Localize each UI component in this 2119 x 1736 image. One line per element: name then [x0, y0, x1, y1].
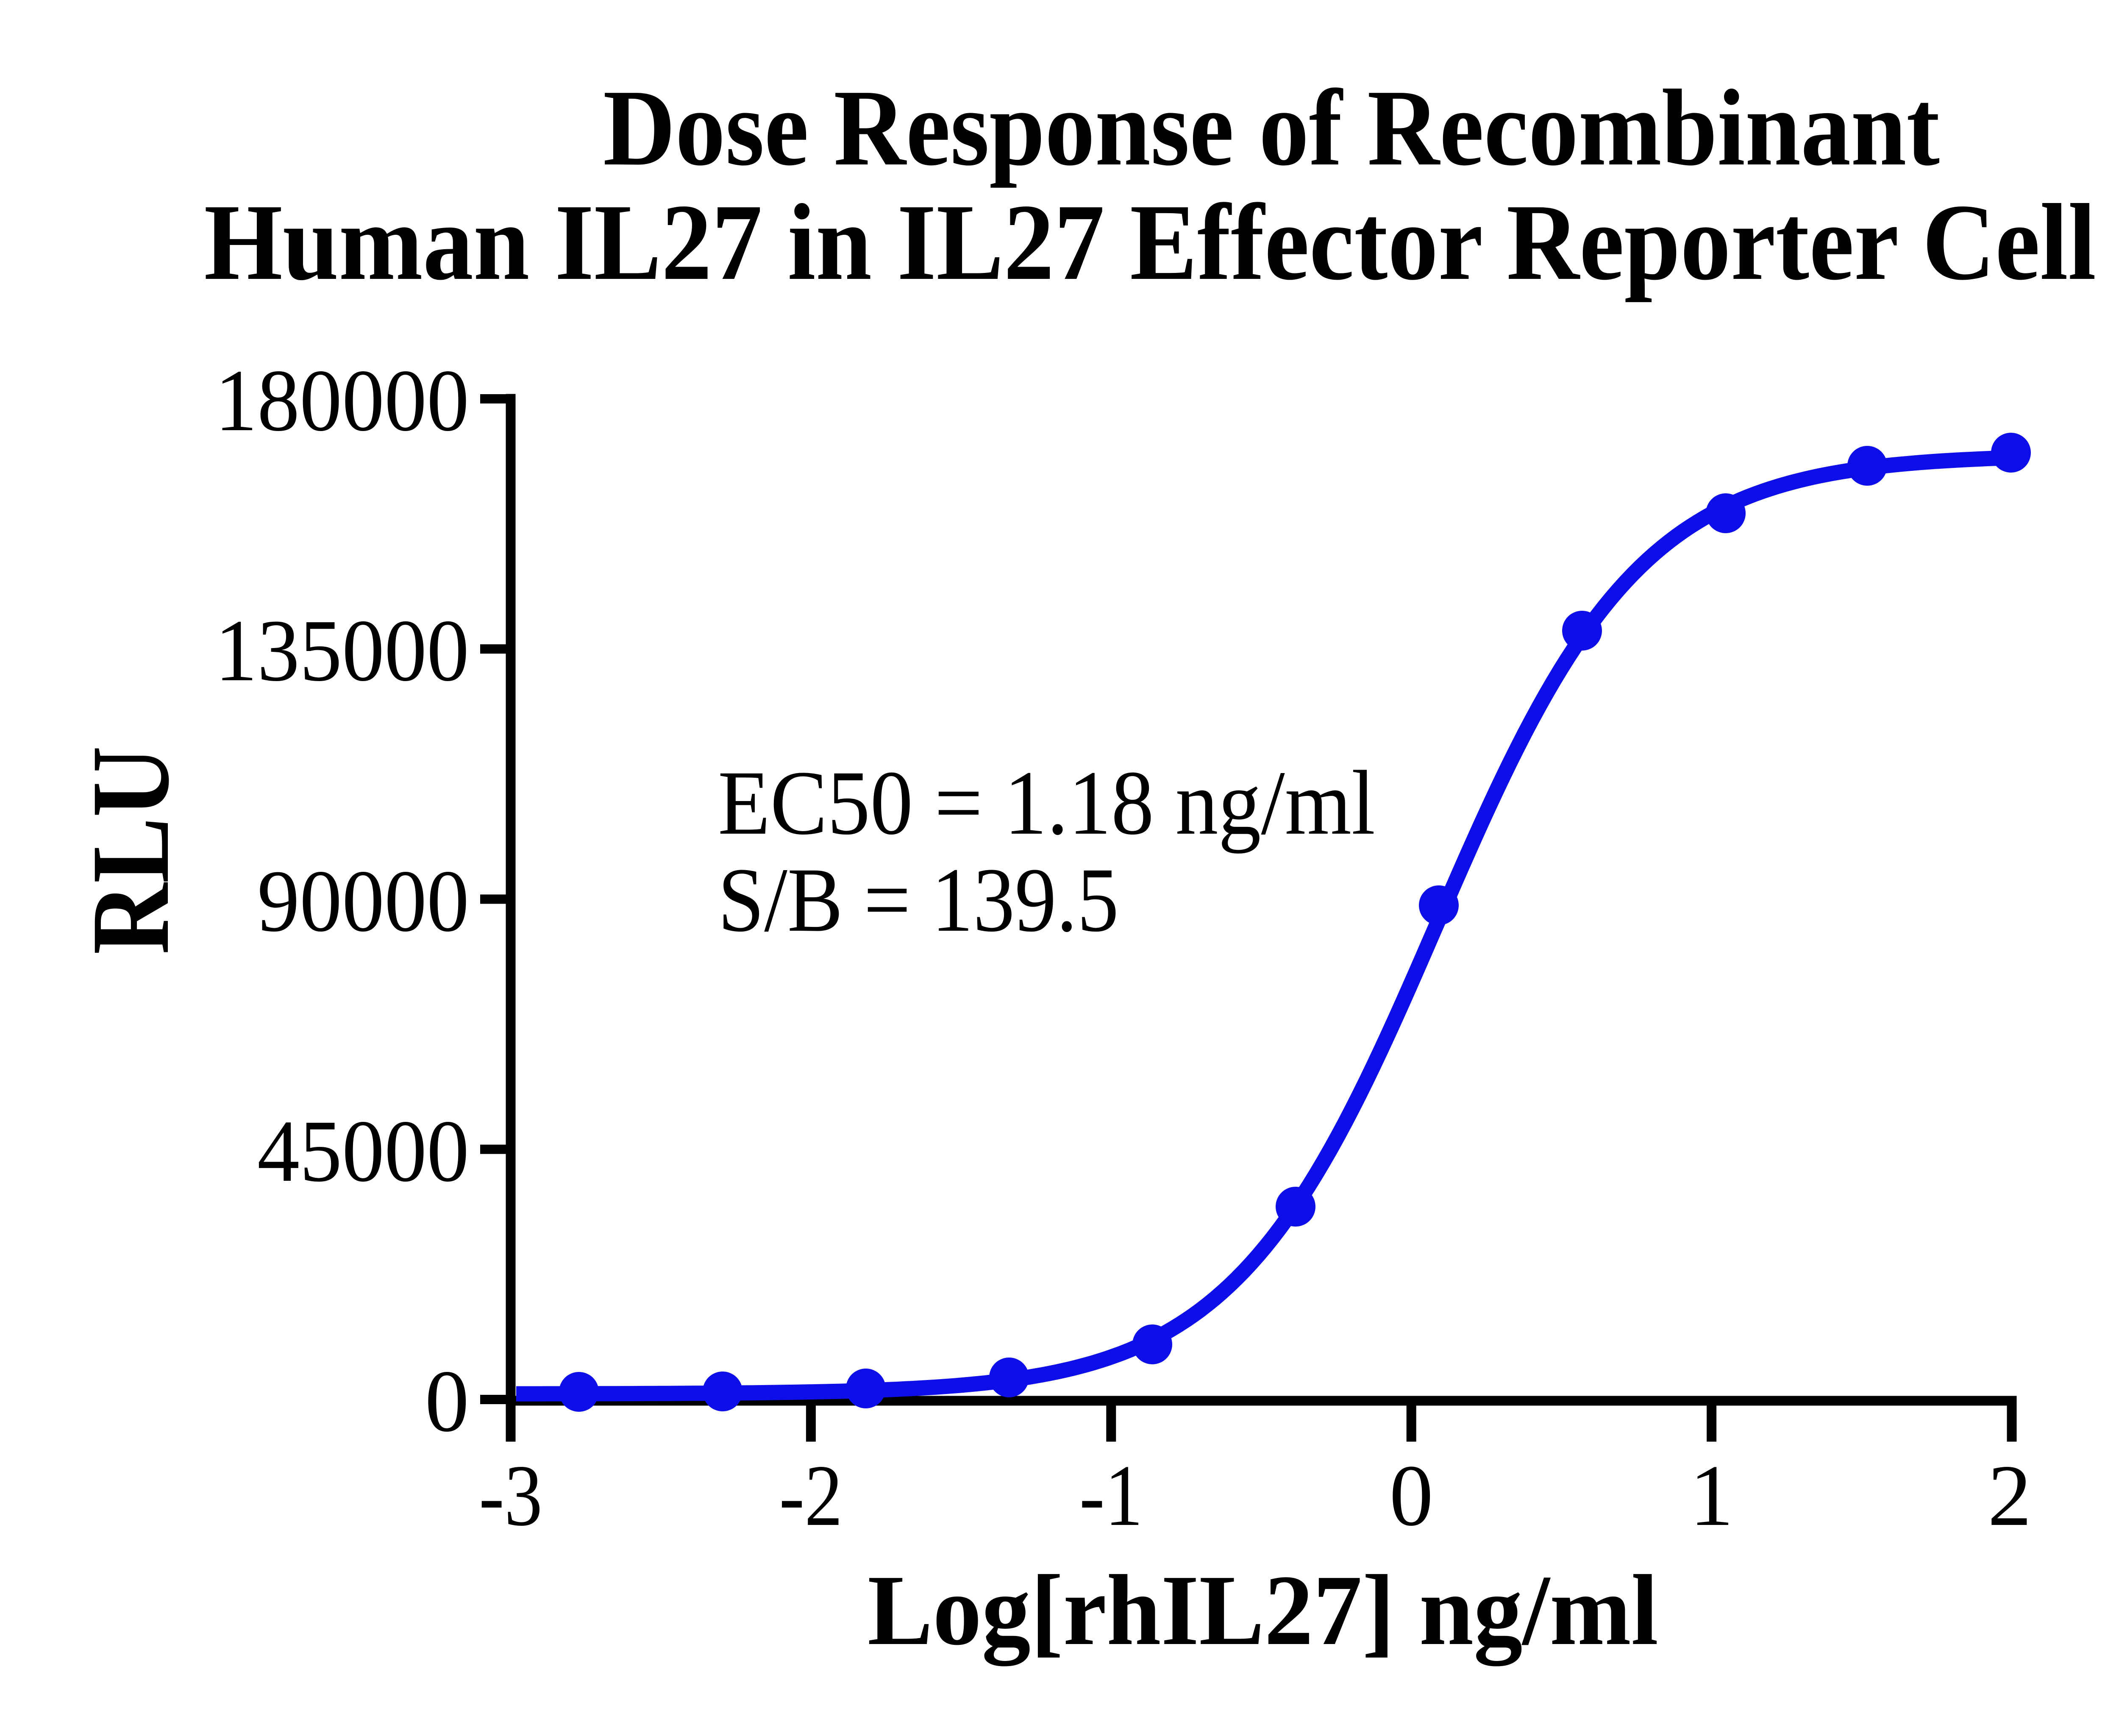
svg-text:0: 0 [425, 1352, 470, 1450]
svg-text:-2: -2 [779, 1447, 843, 1544]
svg-text:180000: 180000 [215, 352, 469, 450]
svg-text:-1: -1 [1079, 1447, 1143, 1544]
svg-text:Log[rhIL27] ng/ml: Log[rhIL27] ng/ml [868, 1555, 1658, 1666]
svg-text:Dose Response of Recombinant: Dose Response of Recombinant [603, 67, 1941, 188]
svg-text:EC50 = 1.18 ng/ml: EC50 = 1.18 ng/ml [718, 752, 1375, 854]
svg-text:RLU: RLU [69, 746, 192, 954]
svg-text:S/B = 139.5: S/B = 139.5 [718, 849, 1119, 951]
svg-text:0: 0 [1389, 1447, 1433, 1544]
svg-text:2: 2 [1988, 1447, 2032, 1544]
svg-text:-3: -3 [479, 1447, 542, 1544]
svg-text:135000: 135000 [215, 602, 469, 700]
svg-text:Human IL27 in IL27 Effector Re: Human IL27 in IL27 Effector Reporter Cel… [204, 181, 2119, 303]
svg-text:1: 1 [1690, 1447, 1734, 1544]
svg-text:45000: 45000 [257, 1102, 469, 1200]
svg-text:90000: 90000 [257, 852, 469, 950]
